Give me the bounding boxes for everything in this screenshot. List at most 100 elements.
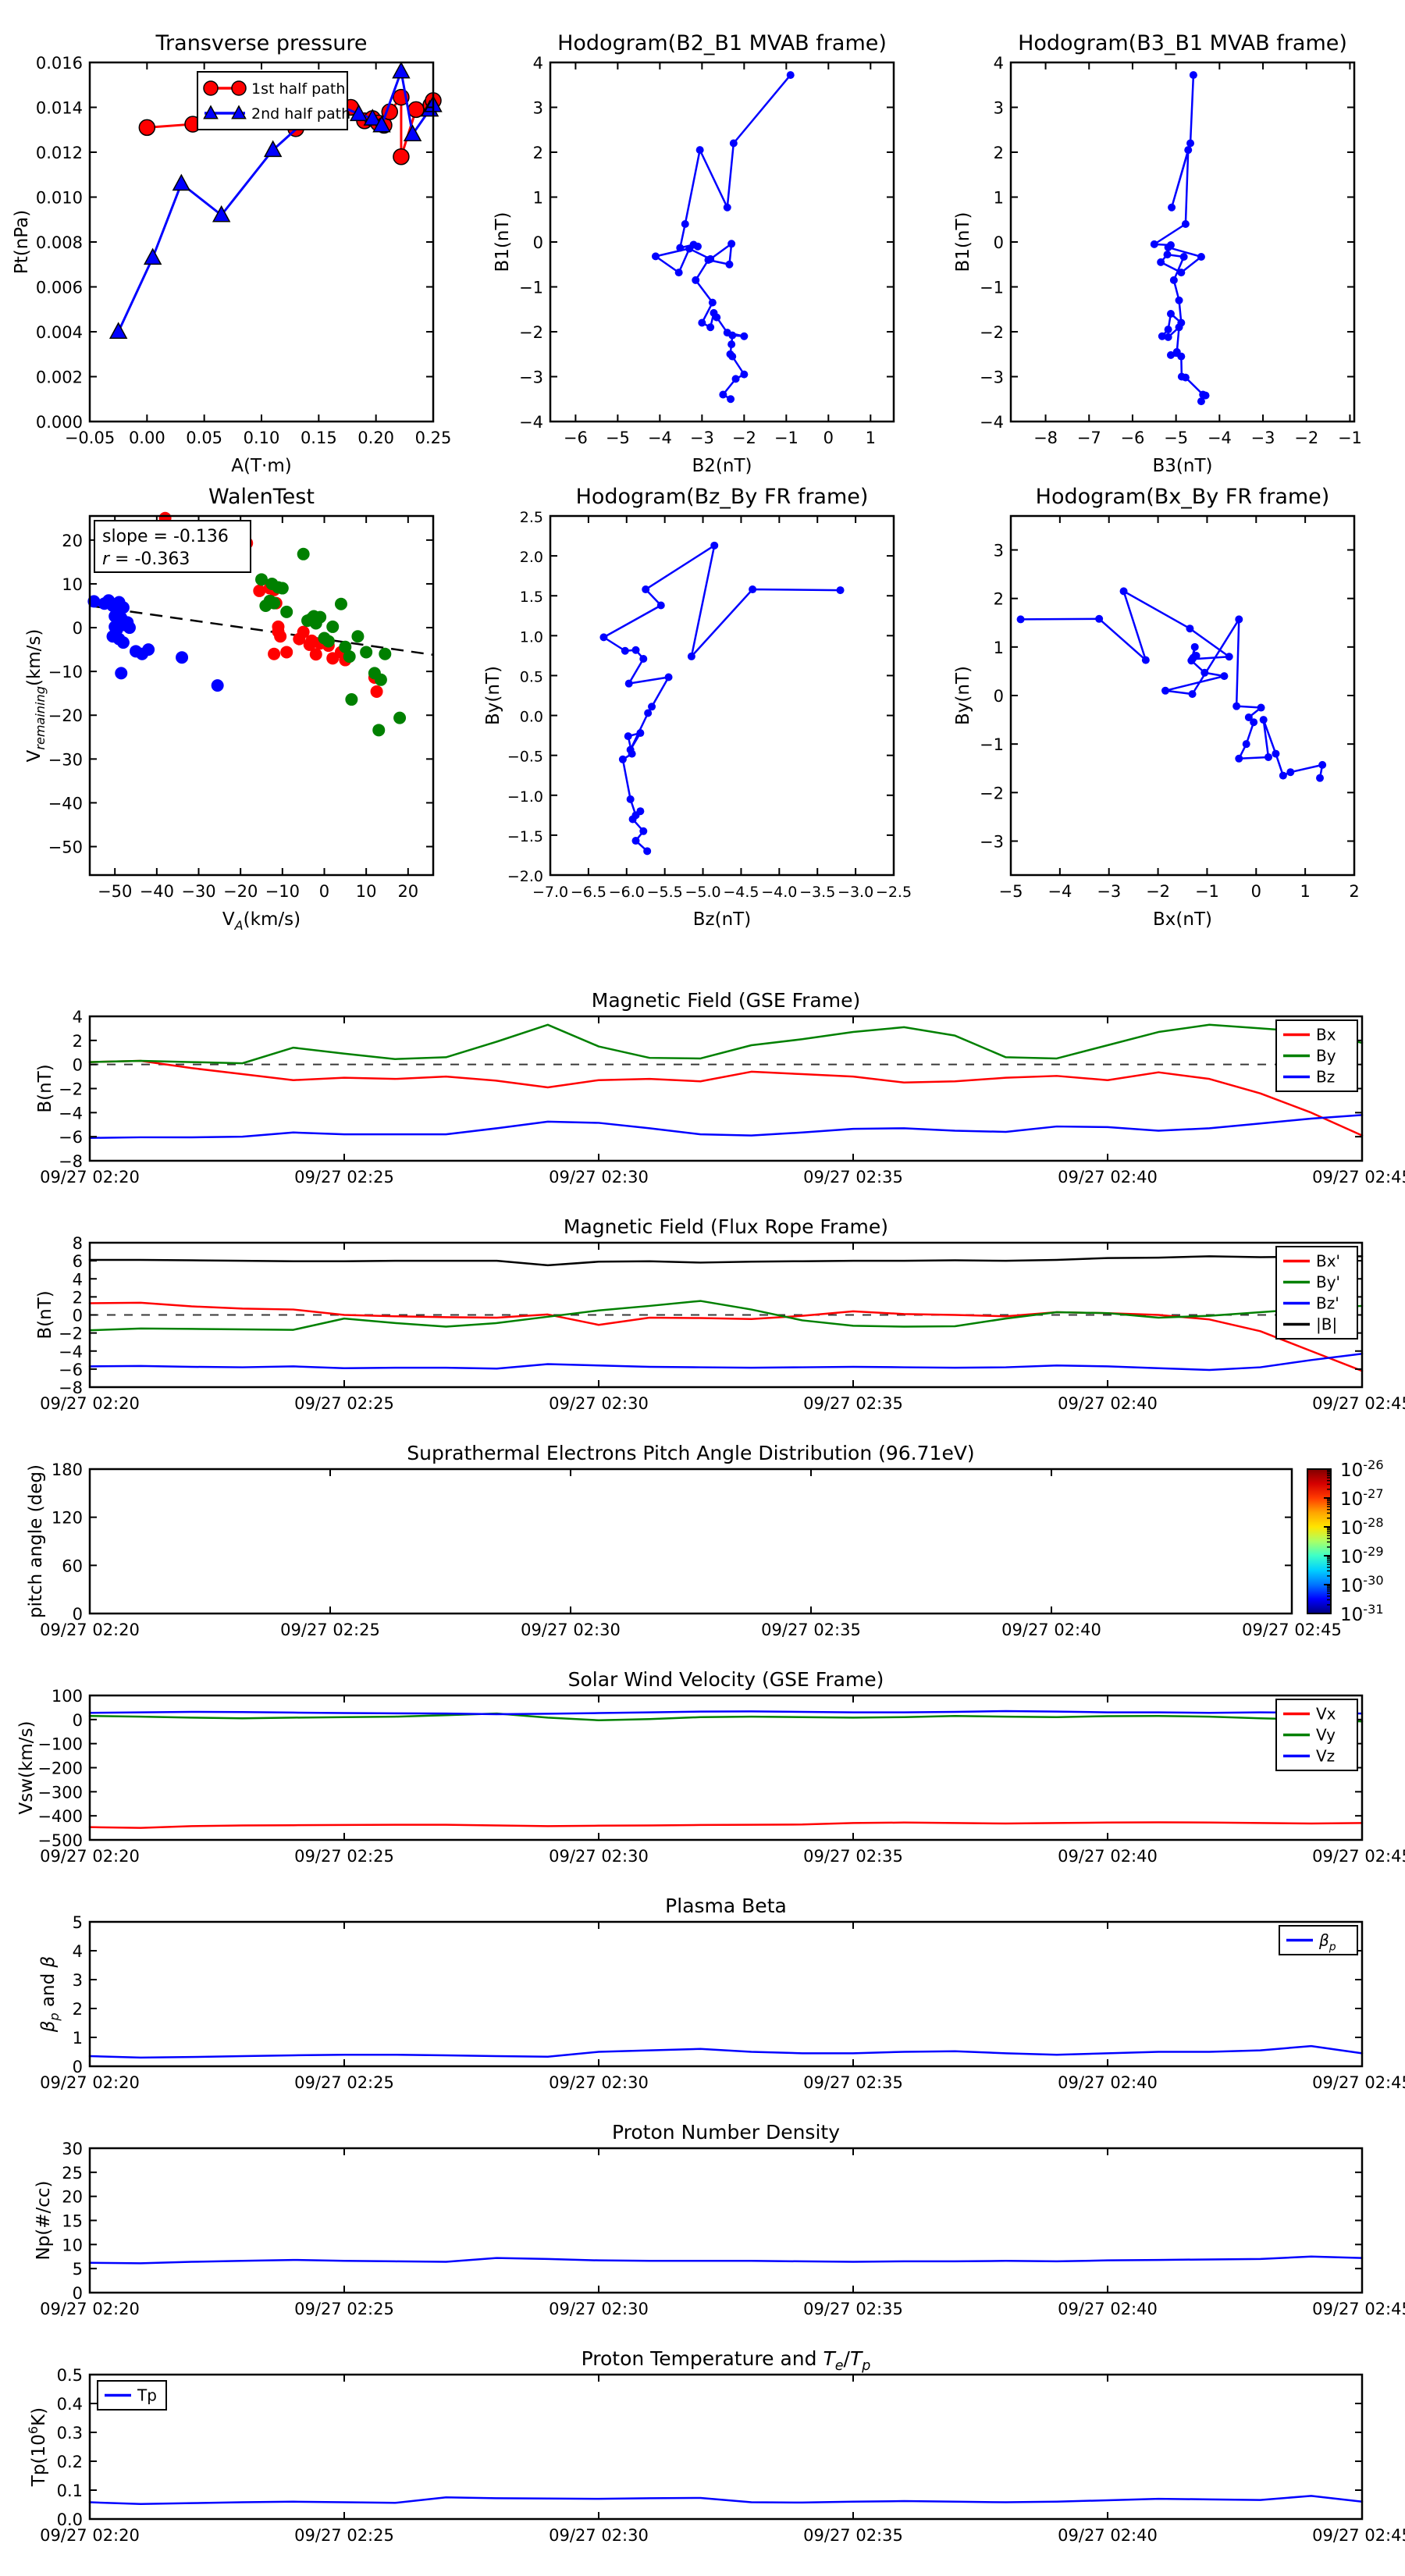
- y-tick-label: −2: [519, 323, 543, 342]
- x-tick-label: −8: [1033, 429, 1058, 447]
- x-tick-label: 09/27 02:45: [1312, 1847, 1405, 1866]
- y-axis-label: B1(nT): [493, 212, 513, 272]
- y-tick-label: −50: [48, 838, 83, 857]
- x-tick-label: 09/27 02:30: [549, 1168, 649, 1187]
- x-tick-label: 09/27 02:45: [1312, 2073, 1405, 2092]
- series-B2_B1 trace: [651, 71, 795, 404]
- y-tick-label: 2: [73, 1288, 83, 1307]
- x-tick-label: 09/27 02:30: [549, 1394, 649, 1413]
- colorbar-tick-label: 10-28: [1340, 1515, 1384, 1539]
- y-tick-label: 0.004: [36, 323, 83, 342]
- np-svg: 09/27 02:20 09/27 02:25 09/27 02:30 09/27 0…: [34, 2121, 1405, 2318]
- y-tick-label: 3: [533, 99, 543, 118]
- y-tick-label: 4: [73, 1270, 83, 1289]
- y-tick-label: 0: [73, 2058, 83, 2076]
- x-tick-label: 09/27 02:35: [803, 2073, 903, 2092]
- y-tick-label: −20: [48, 706, 83, 725]
- x-tick-label: 0: [823, 429, 834, 447]
- y-axis-label: By(nT): [953, 666, 973, 725]
- x-tick-label: 1: [1300, 882, 1310, 901]
- y-tick-label: 1: [994, 639, 1004, 657]
- x-tick-label: 09/27 02:45: [1312, 2526, 1405, 2545]
- y-tick-label: 15: [62, 2212, 83, 2231]
- panel-proton-temperature: 09/27 02:20 09/27 02:25 09/27 02:30 09/27 0…: [26, 2347, 1405, 2545]
- plot-title: Hodogram(Bz_By FR frame): [576, 485, 869, 509]
- x-tick-label: −3: [1251, 429, 1275, 447]
- x-tick-label: −0.05: [65, 429, 115, 447]
- colorbar-tick-label: 10-26: [1340, 1457, 1384, 1481]
- series-2nd half path: [108, 61, 443, 339]
- panel-magnetic-field-gse: 09/27 02:20 09/27 02:25 09/27 02:30 09/27 0…: [35, 989, 1405, 1187]
- legend-label: 1st half path: [251, 80, 345, 98]
- colorbar-tick-label: 10-29: [1340, 1544, 1384, 1567]
- series-Bx': [88, 1301, 1364, 1372]
- x-tick-label: 09/27 02:45: [1312, 1168, 1405, 1187]
- y-axis-label: B1(nT): [953, 212, 973, 272]
- y-tick-label: −30: [48, 750, 83, 769]
- series-Bz: [88, 1114, 1364, 1139]
- gse-svg: 09/27 02:20 09/27 02:25 09/27 02:30 09/27 0…: [35, 989, 1405, 1187]
- y-tick-label: 0.3: [57, 2424, 83, 2443]
- y-tick-label: 0: [73, 1605, 83, 1624]
- y-tick-label: 30: [62, 2140, 83, 2158]
- x-tick-label: 09/27 02:20: [40, 1168, 140, 1187]
- y-tick-label: 0: [994, 687, 1004, 706]
- y-tick-label: 1.5: [520, 589, 543, 606]
- plot-title: Magnetic Field (GSE Frame): [592, 989, 860, 1012]
- series-Bz': [88, 1352, 1364, 1372]
- annotation-line: r = -0.363: [102, 550, 190, 569]
- y-tick-label: −3: [980, 832, 1004, 851]
- x-axis-label: B2(nT): [692, 456, 752, 476]
- x-tick-label: 09/27 02:25: [294, 1394, 394, 1413]
- series-Vy: [88, 1712, 1364, 1723]
- series-B3_B1 trace: [1150, 71, 1210, 406]
- legend: Bx' By' Bz' |B|: [1275, 1246, 1358, 1340]
- x-tick-label: −4: [1208, 429, 1232, 447]
- y-tick-label: 2.5: [520, 509, 543, 526]
- tp-svg: 09/27 02:20 09/27 02:25 09/27 02:30 09/27 0…: [26, 2347, 1405, 2545]
- series-cluster-blue: [87, 594, 224, 692]
- legend: βp: [1279, 1925, 1358, 1955]
- y-tick-label: 0.2: [57, 2453, 83, 2471]
- plot-title: Hodogram(B3_B1 MVAB frame): [1018, 31, 1347, 55]
- y-tick-label: 25: [62, 2164, 83, 2183]
- x-tick-label: −3: [690, 429, 714, 447]
- y-axis-label: By(nT): [483, 666, 503, 725]
- x-tick-label: −30: [181, 882, 215, 901]
- y-tick-label: 0: [73, 619, 83, 638]
- y-tick-label: 0.0: [57, 2510, 83, 2529]
- plot-title: Hodogram(B2_B1 MVAB frame): [557, 31, 887, 55]
- x-tick-label: 09/27 02:30: [549, 1847, 649, 1866]
- x-tick-label: −20: [223, 882, 258, 901]
- y-tick-label: 60: [62, 1557, 83, 1575]
- y-tick-label: 4: [73, 1942, 83, 1961]
- x-tick-label: 0.15: [301, 429, 337, 447]
- legend: Tp: [97, 2380, 167, 2411]
- y-tick-label: 1.0: [520, 628, 543, 646]
- x-tick-label: 09/27 02:40: [1058, 1394, 1158, 1413]
- y-tick-label: 0: [73, 2284, 83, 2303]
- x-tick-label: −5.5: [647, 884, 683, 901]
- x-tick-label: 09/27 02:30: [549, 2073, 649, 2092]
- plot-hodogram-bx-by: −5 −4 −3 −2 −1 0 1 2 −3 −2 −1 0 1 2 3 Hodogram(Bx_By FR…: [953, 485, 1360, 930]
- y-tick-label: −2: [980, 323, 1004, 342]
- x-axis-label: A(T·m): [231, 456, 291, 476]
- x-tick-label: 09/27 02:45: [1242, 1621, 1342, 1639]
- x-tick-label: 09/27 02:40: [1058, 1168, 1158, 1187]
- x-tick-label: −3: [1097, 882, 1121, 901]
- y-tick-label: −0.5: [507, 749, 543, 766]
- y-axis-label: Tp(106K): [26, 2407, 49, 2487]
- colorbar-tick-label: 10-27: [1340, 1486, 1384, 1510]
- panel-solar-wind-velocity: 09/27 02:20 09/27 02:25 09/27 02:30 09/27 0…: [16, 1668, 1405, 1866]
- y-tick-label: −200: [37, 1759, 83, 1778]
- y-tick-label: 0.002: [36, 368, 83, 387]
- y-axis-label: B(nT): [35, 1290, 55, 1339]
- plot-hodogram-bz-by: −7.0 −6.5 −6.0 −5.5 −5.0 −4.5 −4.0 −3.5 −3.0 −2.5…: [483, 485, 912, 930]
- plot-hodogram-b3-b1: −8 −7 −6 −5 −4 −3 −2 −1 −4 −3 −2 −1 0 1 2 3 4 Hodogram(B3…: [953, 31, 1362, 476]
- x-tick-label: −6: [564, 429, 588, 447]
- legend: 1st half path 2nd half path: [197, 71, 350, 130]
- legend-label: By: [1316, 1047, 1336, 1066]
- y-tick-label: 0.010: [36, 189, 83, 208]
- x-tick-label: −1: [1195, 882, 1219, 901]
- x-tick-label: 09/27 02:35: [803, 1847, 903, 1866]
